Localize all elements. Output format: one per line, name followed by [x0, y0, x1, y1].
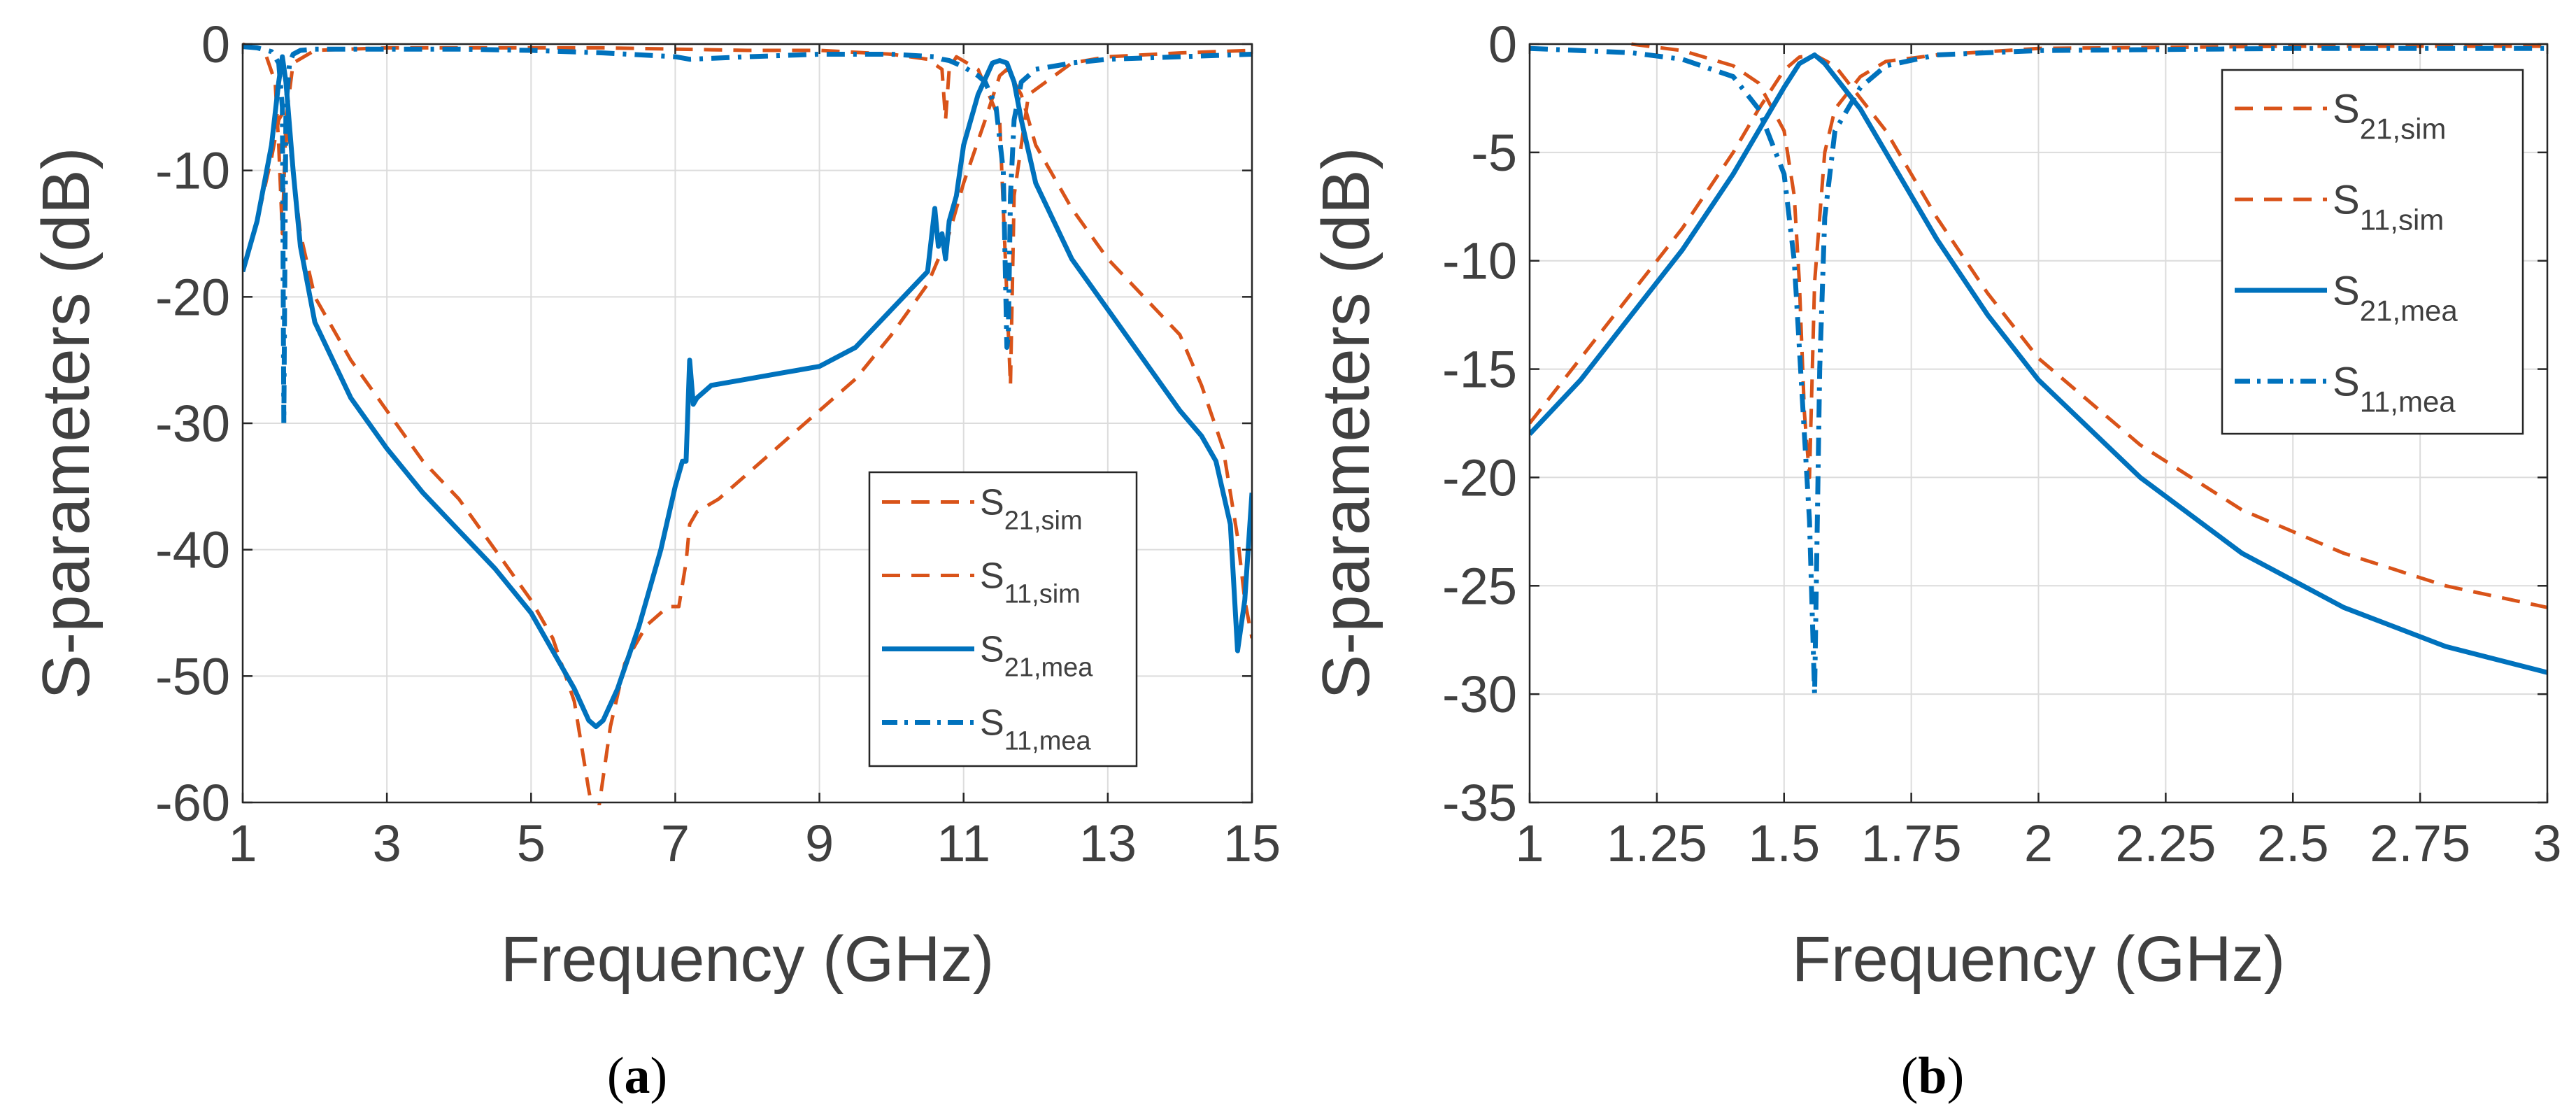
caption-close: ) — [1947, 1047, 1965, 1105]
legend-label-main: S — [980, 556, 1004, 597]
y-tick-label: -10 — [1442, 232, 1517, 290]
legend-label: S21,sim — [2333, 86, 2446, 145]
series-group — [243, 42, 1252, 805]
y-tick-label: -20 — [155, 268, 230, 326]
x-tick-label: 1.25 — [1607, 814, 1707, 872]
caption-letter: a — [625, 1047, 650, 1105]
y-tick-label: -35 — [1442, 774, 1517, 832]
y-tick-label: -50 — [155, 647, 230, 705]
x-tick-label: 11 — [937, 814, 990, 872]
caption-letter: b — [1918, 1047, 1947, 1105]
y-axis-label: S-parameters (dB) — [29, 147, 104, 700]
x-tick-label: 1.5 — [1748, 814, 1820, 872]
y-tick-label: -5 — [1471, 124, 1517, 182]
legend-label: S11,sim — [980, 556, 1081, 609]
x-tick-label: 1.75 — [1861, 814, 1962, 872]
panel-caption: (a) — [607, 1047, 667, 1105]
x-tick-label: 3 — [2533, 814, 2561, 872]
series-line-11-mea — [1530, 45, 2547, 697]
legend-label: S11,mea — [980, 703, 1091, 756]
legend-label-sub: 21,mea — [2360, 294, 2458, 327]
x-tick-label: 2.25 — [2115, 814, 2216, 872]
y-tick-label: -25 — [1442, 557, 1517, 615]
y-tick-label: 0 — [201, 15, 230, 73]
x-tick-label: 3 — [373, 814, 401, 872]
legend-label-main: S — [980, 630, 1004, 670]
legend-label: S11,sim — [2333, 177, 2444, 236]
y-tick-label: -60 — [155, 774, 230, 832]
x-tick-label: 1 — [1515, 814, 1544, 872]
grid — [243, 44, 1252, 802]
legend-label: S21,mea — [2333, 268, 2458, 327]
legend-label-main: S — [980, 483, 1004, 523]
chart-a: 1 3 5 7 9 11 13 15-60-50-40-30-20-100Frequency … — [29, 15, 1281, 1105]
legend-label-main: S — [2333, 268, 2360, 313]
y-tick-label: -30 — [1442, 665, 1517, 723]
series-line-21-mea — [243, 54, 1252, 730]
legend-label: S11,mea — [2333, 359, 2456, 418]
x-tick-label: 1 — [228, 814, 257, 872]
legend-label-sub: 11,sim — [1004, 580, 1081, 609]
legend-label-sub: 21,sim — [1004, 507, 1083, 536]
legend-label-sub: 11,mea — [2360, 385, 2456, 418]
series-line-11-sim — [243, 42, 1252, 388]
y-tick-label: -10 — [155, 142, 230, 200]
series-line-11-mea — [243, 44, 1252, 426]
legend-label-sub: 21,mea — [1004, 653, 1094, 683]
x-tick-label: 9 — [805, 814, 834, 872]
legend-label-sub: 21,sim — [2360, 112, 2447, 145]
legend-label-main: S — [980, 703, 1004, 744]
x-tick-label: 7 — [661, 814, 690, 872]
x-tick-label: 2.5 — [2257, 814, 2329, 872]
caption-open: ( — [1901, 1047, 1919, 1105]
x-tick-label: 15 — [1223, 814, 1281, 872]
caption-close: ) — [650, 1047, 668, 1105]
legend-label-main: S — [2333, 86, 2360, 132]
y-axis-label: S-parameters (dB) — [1309, 147, 1383, 700]
x-tick-label: 2 — [2024, 814, 2053, 872]
panel-caption: (b) — [1901, 1047, 1964, 1105]
x-axis-label: Frequency (GHz) — [1792, 924, 2286, 995]
chart-b: 1 1.25 1.5 1.75 2 2.25 2.5 2.75 3 -35 -30 -25 -20 -15… — [1309, 15, 2562, 1105]
series-line-21-mea — [1530, 52, 2547, 675]
x-tick-label: 13 — [1079, 814, 1137, 872]
legend-label: S21,sim — [980, 483, 1083, 536]
x-tick-label: 2.75 — [2370, 814, 2470, 872]
y-tick-label: -30 — [155, 395, 230, 453]
series-group — [1530, 42, 2547, 697]
legend-label-sub: 11,sim — [2360, 203, 2445, 236]
legend-label-main: S — [2333, 359, 2360, 404]
legend-label-main: S — [2333, 177, 2360, 222]
y-tick-label: 0 — [1488, 15, 1517, 73]
y-tick-label: -40 — [155, 521, 230, 579]
caption-open: ( — [607, 1047, 625, 1105]
legend-box — [2221, 69, 2524, 435]
series-line-21-sim — [1530, 53, 2547, 609]
legend-label: S21,mea — [980, 630, 1093, 683]
y-tick-label: -15 — [1442, 341, 1517, 399]
legend-box — [868, 471, 1138, 767]
x-axis-label: Frequency (GHz) — [501, 924, 995, 995]
x-tick-label: 5 — [517, 814, 546, 872]
legend-label-sub: 11,mea — [1004, 727, 1092, 756]
y-tick-label: -20 — [1442, 448, 1517, 507]
